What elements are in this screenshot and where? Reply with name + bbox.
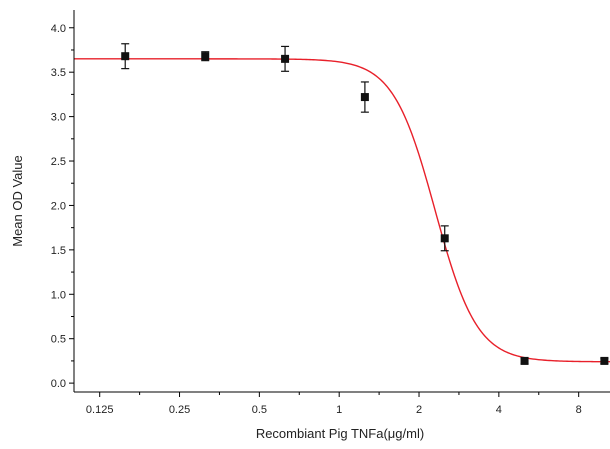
- x-tick-label: 8: [576, 404, 582, 416]
- x-tick-label: 1: [336, 404, 342, 416]
- data-point: [360, 93, 369, 102]
- fit-curve-layer: [74, 58, 610, 363]
- y-tick-label: 1.0: [51, 289, 66, 301]
- x-tick-label: 0.5: [252, 404, 267, 416]
- x-tick-label: 0.125: [86, 404, 114, 416]
- x-tick-label: 0.25: [169, 404, 190, 416]
- data-point: [121, 52, 130, 61]
- y-axis-title: Mean OD Value: [10, 155, 25, 247]
- y-tick-label: 0.5: [51, 334, 66, 346]
- x-tick-label: 2: [416, 404, 422, 416]
- data-point: [201, 52, 210, 61]
- y-tick-label: 0.0: [51, 378, 66, 390]
- x-axis-title: Recombiant Pig TNFa(μg/ml): [256, 426, 424, 441]
- y-tick-label: 3.0: [51, 112, 66, 124]
- y-tick-label: 3.5: [51, 67, 66, 79]
- y-tick-label: 1.5: [51, 245, 66, 257]
- data-point: [440, 234, 449, 243]
- fit-curve: [74, 58, 610, 363]
- y-tick-label: 4.0: [51, 23, 66, 35]
- x-tick-label: 4: [496, 404, 502, 416]
- data-point: [281, 54, 290, 63]
- axis-labels-layer: 0.0 0.5 1.0 1.5 2.0 2.5 3.0 3.5 4.0 0.125 0.25 0.5 1…: [10, 23, 582, 441]
- y-tick-label: 2.0: [51, 200, 66, 212]
- axes-layer: [69, 10, 610, 397]
- y-tick-label: 2.5: [51, 156, 66, 168]
- data-points-layer: [121, 43, 609, 365]
- data-point: [600, 356, 609, 365]
- data-point: [520, 356, 529, 365]
